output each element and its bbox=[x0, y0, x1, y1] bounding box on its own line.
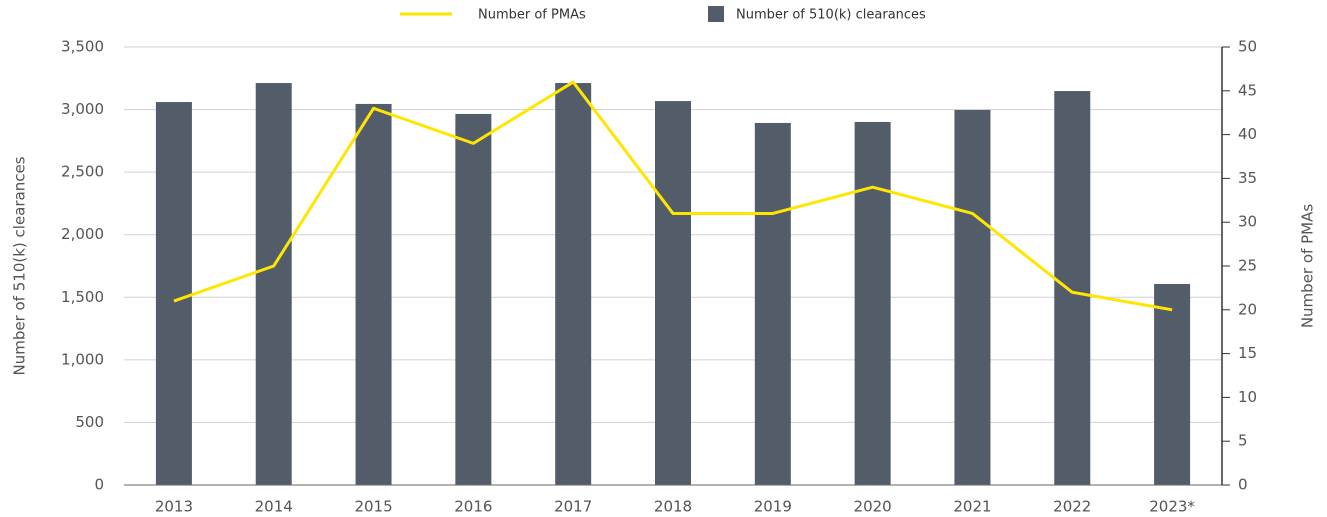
legend: Number of PMAs Number of 510(k) clearance… bbox=[400, 6, 926, 23]
bar bbox=[1154, 284, 1191, 485]
y-tick-label: 1,000 bbox=[61, 350, 104, 368]
legend-label: Number of 510(k) clearances bbox=[736, 8, 926, 23]
bar bbox=[655, 101, 691, 486]
y-axis-title: Number of 510(k) clearances bbox=[11, 156, 29, 375]
y2-tick-label: 0 bbox=[1238, 476, 1248, 494]
x-tick-label: 2015 bbox=[354, 498, 392, 516]
y-tick-label: 500 bbox=[75, 413, 104, 431]
y2-tick-label: 40 bbox=[1238, 125, 1257, 143]
x-tick-label: 2021 bbox=[953, 498, 991, 516]
bar bbox=[155, 102, 192, 485]
bar bbox=[555, 83, 592, 486]
x-tick-label: 2023* bbox=[1149, 498, 1195, 516]
bar bbox=[754, 122, 791, 485]
x-tick-label: 2016 bbox=[454, 498, 492, 516]
x-tick-label: 2022 bbox=[1053, 498, 1091, 516]
x-tick-label: 2018 bbox=[654, 498, 692, 516]
y-tick-label: 3,000 bbox=[61, 100, 104, 118]
line bbox=[173, 80, 1173, 312]
bar bbox=[455, 113, 492, 486]
y2-tick-label: 50 bbox=[1238, 38, 1257, 56]
y2-tick-label: 10 bbox=[1238, 388, 1257, 406]
x-tick-label: 2019 bbox=[754, 498, 792, 516]
bar bbox=[854, 121, 891, 485]
legend-swatch bbox=[708, 6, 724, 22]
y-tick-label: 2,500 bbox=[61, 163, 104, 181]
y2-tick-label: 20 bbox=[1238, 300, 1257, 318]
x-tick-label: 2020 bbox=[854, 498, 892, 516]
bar bbox=[1054, 91, 1091, 485]
legend-label: Number of PMAs bbox=[478, 8, 586, 23]
bar bbox=[954, 109, 991, 486]
y2-tick-label: 45 bbox=[1238, 81, 1257, 99]
x-tick-label: 2017 bbox=[554, 498, 592, 516]
x-tick-label: 2014 bbox=[255, 498, 293, 516]
y2-tick-label: 5 bbox=[1238, 432, 1248, 450]
y-tick-label: 0 bbox=[94, 476, 104, 494]
y2-tick-label: 15 bbox=[1238, 344, 1257, 362]
y-tick-label: 3,500 bbox=[61, 38, 104, 56]
y2-tick-label: 35 bbox=[1238, 169, 1257, 187]
y2-tick-label: 30 bbox=[1238, 213, 1257, 231]
y-tick-label: 1,500 bbox=[61, 288, 104, 306]
x-tick-label: 2013 bbox=[155, 498, 193, 516]
bar bbox=[255, 83, 292, 486]
y2-tick-label: 25 bbox=[1238, 257, 1257, 275]
bar bbox=[355, 103, 392, 485]
y-tick-label: 2,000 bbox=[61, 225, 104, 243]
y2-axis-title: Number of PMAs bbox=[1299, 204, 1317, 328]
